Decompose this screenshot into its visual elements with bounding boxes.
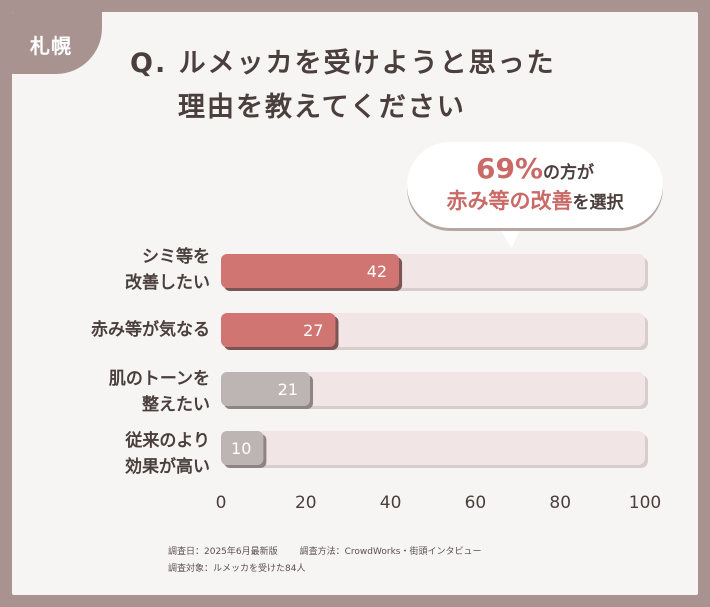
callout-line-2: 赤み等の改善を選択 [407,185,663,215]
callout-bubble: 69%の方が 赤み等の改善を選択 [407,142,663,228]
x-tick-label: 80 [549,493,571,513]
footer-line-1: 調査日：2025年6月最新版 調査方法：CrowdWorks・街頭インタビュー [168,544,482,561]
bar [221,372,311,406]
category-label: 肌のトーンを 整えたい [108,369,210,415]
callout-line-1: 69%の方が [407,152,663,185]
callout-highlight: 赤み等の改善 [446,189,573,213]
category-label: 赤み等が気なる [91,320,210,340]
x-tick-label: 60 [465,493,487,513]
survey-target: 調査対象：ルメッカを受けた84人 [168,564,306,574]
survey-method: 調査方法：CrowdWorks・街頭インタビュー [299,547,482,557]
x-tick-label: 20 [295,493,317,513]
bar-track [221,431,645,465]
bar-value-label: 42 [367,262,387,281]
title-line-1: Q. ルメッカを受けようと思った [130,48,556,79]
callout-line1-rest: の方が [543,163,595,183]
bar-track [221,372,645,406]
bar-value-label: 10 [231,439,251,458]
bar [221,254,400,288]
survey-date: 調査日：2025年6月最新版 [168,547,278,557]
region-label: 札幌 [30,34,72,58]
x-tick-label: 40 [380,493,402,513]
survey-footer: 調査日：2025年6月最新版 調査方法：CrowdWorks・街頭インタビュー 調… [168,544,482,578]
page-title: Q. ルメッカを受けようと思った 理由を教えてください [130,42,690,130]
bar [221,313,336,347]
bar-value-label: 21 [278,380,298,399]
title-line-2: 理由を教えてください [178,92,466,123]
x-tick-label: 100 [629,493,661,513]
bar-value-label: 27 [303,321,323,340]
callout-line2-rest: を選択 [572,193,624,213]
category-label: シミ等を 改善したい [125,247,210,293]
chart-card: 札幌 [12,12,698,595]
bar [221,431,264,465]
callout-percent: 69% [475,152,544,185]
x-tick-label: 0 [216,493,227,513]
category-label: 従来のより 効果が高い [125,431,210,477]
